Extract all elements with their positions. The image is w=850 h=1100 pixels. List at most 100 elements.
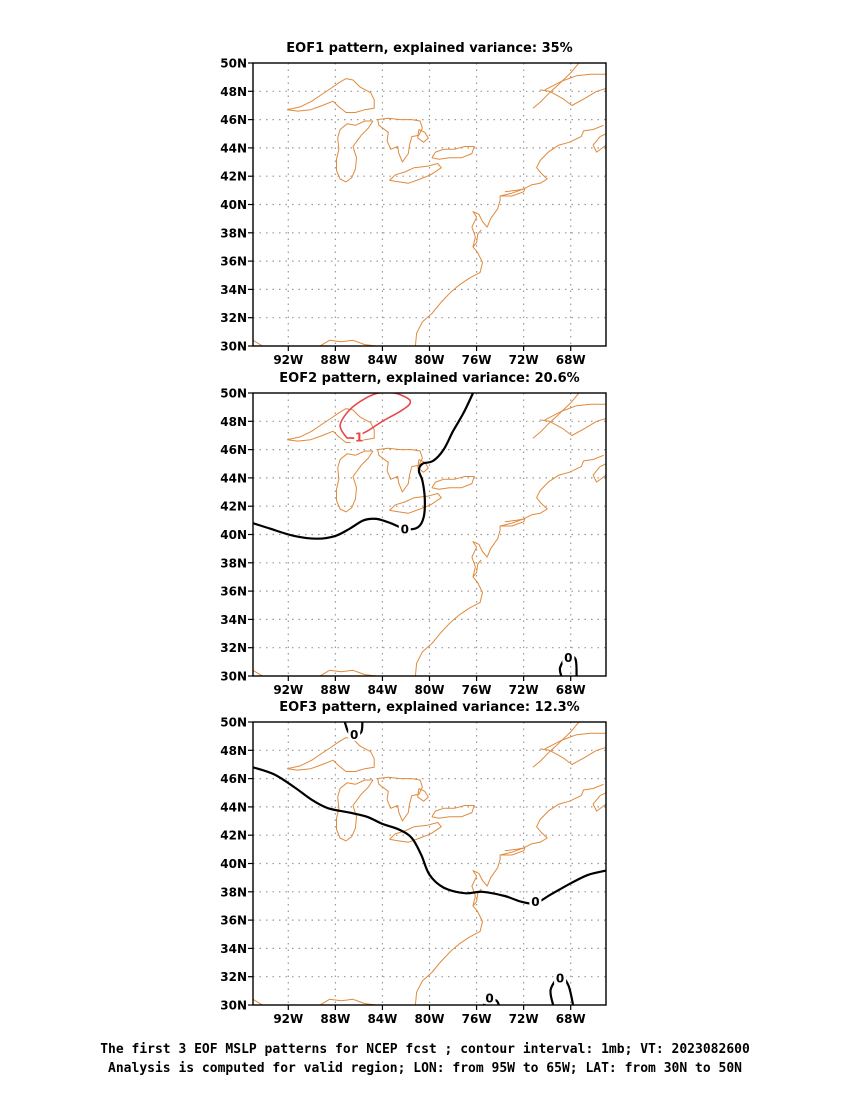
lat-tick-label: 34N: [220, 283, 247, 297]
lat-tick-label: 40N: [220, 528, 247, 542]
coastline-long-island: [500, 188, 526, 197]
coastline-huron: [377, 447, 423, 493]
lat-tick-label: 30N: [220, 999, 247, 1013]
coastline-gaspe-south: [540, 418, 606, 436]
lon-tick-label: 76W: [462, 683, 492, 697]
coastline-michigan: [336, 779, 374, 842]
contour-line: [339, 393, 412, 440]
lat-tick-label: 32N: [220, 311, 247, 325]
contour-label: 0: [556, 972, 564, 986]
contour-label-bg: [348, 727, 361, 741]
eof3-panel: EOF3 pattern, explained variance: 12.3% …: [220, 700, 607, 1026]
lon-tick-label: 88W: [320, 1012, 350, 1026]
coastline-erie: [389, 163, 442, 184]
coastline-superior: [286, 408, 375, 443]
lon-tick-label: 72W: [509, 353, 539, 367]
lat-tick-label: 30N: [220, 340, 247, 354]
lat-tick-label: 34N: [220, 613, 247, 627]
lon-tick-label: 92W: [273, 353, 303, 367]
lat-tick-label: 38N: [220, 556, 247, 570]
coastline: [253, 385, 606, 676]
lat-tick-label: 30N: [220, 670, 247, 684]
lat-tick-label: 38N: [220, 226, 247, 240]
coastline-hudson-bay: [253, 55, 277, 59]
lat-tick-label: 50N: [220, 716, 247, 730]
coastline-upper-stl: [532, 722, 580, 768]
coastline-east-coast: [414, 454, 604, 676]
lon-tick-label: 76W: [462, 353, 492, 367]
lon-tick-label: 68W: [556, 1012, 586, 1026]
latitude-axis: 50N 48N 46N 44N 42N 40N 38N 36N 34N 32N 30N: [220, 57, 253, 354]
coastline-east-coast: [414, 783, 604, 1005]
lon-tick-label: 72W: [509, 683, 539, 697]
eof2-panel: EOF2 pattern, explained variance: 20.6% …: [220, 371, 607, 697]
lon-tick-label: 92W: [273, 1012, 303, 1026]
coastline-nova-scotia: [592, 792, 606, 812]
coastline-nova-scotia: [592, 463, 606, 483]
lat-tick-label: 42N: [220, 500, 247, 514]
contour-label-bg: [554, 971, 567, 985]
coastline-georgian: [417, 788, 429, 802]
lon-tick-label: 80W: [415, 683, 445, 697]
coastline-erie: [389, 493, 442, 514]
longitude-axis: 92W 88W 84W 80W 76W 72W 68W: [273, 676, 586, 697]
lon-tick-label: 80W: [415, 1012, 445, 1026]
lat-tick-label: 34N: [220, 942, 247, 956]
coastline-ontario: [431, 146, 475, 160]
coastline-superior: [286, 78, 375, 113]
lat-tick-label: 32N: [220, 970, 247, 984]
lat-tick-label: 44N: [220, 800, 247, 814]
contour-label: 0: [401, 522, 409, 536]
coastline-huron: [377, 776, 423, 822]
eof1-panel: EOF1 pattern, explained variance: 35% 50…: [220, 41, 607, 367]
lat-tick-label: 44N: [220, 141, 247, 155]
contour-label-bg: [529, 894, 542, 908]
lat-tick-label: 42N: [220, 170, 247, 184]
coastline-gulf-stlawrence: [544, 73, 606, 91]
lat-tick-label: 50N: [220, 387, 247, 401]
lon-tick-label: 84W: [367, 683, 397, 697]
coastline-long-island: [500, 518, 526, 527]
lon-tick-label: 88W: [320, 683, 350, 697]
coastline-gulf-stlawrence: [544, 732, 606, 750]
figure-caption-line1: The first 3 EOF MSLP patterns for NCEP f…: [100, 1042, 750, 1057]
contour-label: -1: [350, 430, 363, 444]
contour-label-bg: [398, 521, 411, 535]
eof-map-figure: EOF1 pattern, explained variance: 35% 50…: [220, 41, 607, 1026]
contour-label: 0: [485, 991, 493, 1005]
coastline-gulf-coast: [253, 339, 377, 346]
longitude-axis: 92W 88W 84W 80W 76W 72W 68W: [273, 1005, 586, 1026]
coastline-superior: [286, 737, 375, 772]
panel-title: EOF3 pattern, explained variance: 12.3%: [279, 700, 579, 715]
coastline: [253, 714, 606, 1005]
coastline-georgian: [417, 129, 429, 143]
coastline-ontario: [431, 805, 475, 819]
coastline-hudson-bay: [253, 714, 277, 718]
lat-tick-label: 46N: [220, 772, 247, 786]
coastline-huron: [377, 117, 423, 163]
contour-label: 0: [350, 728, 358, 742]
coastline-georgian: [417, 459, 429, 473]
longitude-axis: 92W 88W 84W 80W 76W 72W 68W: [273, 346, 586, 367]
coastline-michigan: [336, 450, 374, 513]
lat-tick-label: 40N: [220, 857, 247, 871]
coastline-ontario: [431, 476, 475, 490]
panel-title: EOF1 pattern, explained variance: 35%: [286, 41, 572, 56]
lon-tick-label: 92W: [273, 683, 303, 697]
contour-label: 0: [564, 651, 572, 665]
contour-label: 0: [531, 895, 539, 909]
coastline-east-coast: [414, 124, 604, 346]
coastline-hudson-bay: [253, 385, 277, 389]
lon-tick-label: 76W: [462, 1012, 492, 1026]
lat-tick-label: 48N: [220, 744, 247, 758]
coastline-chesapeake: [472, 229, 482, 248]
lat-tick-label: 46N: [220, 113, 247, 127]
lon-tick-label: 72W: [509, 1012, 539, 1026]
lon-tick-label: 88W: [320, 353, 350, 367]
coastline-gulf-stlawrence: [544, 403, 606, 421]
coastline-gulf-coast: [253, 998, 377, 1005]
lon-tick-label: 84W: [367, 353, 397, 367]
lon-tick-label: 84W: [367, 1012, 397, 1026]
lat-tick-label: 36N: [220, 585, 247, 599]
coastline-gaspe-south: [540, 747, 606, 765]
